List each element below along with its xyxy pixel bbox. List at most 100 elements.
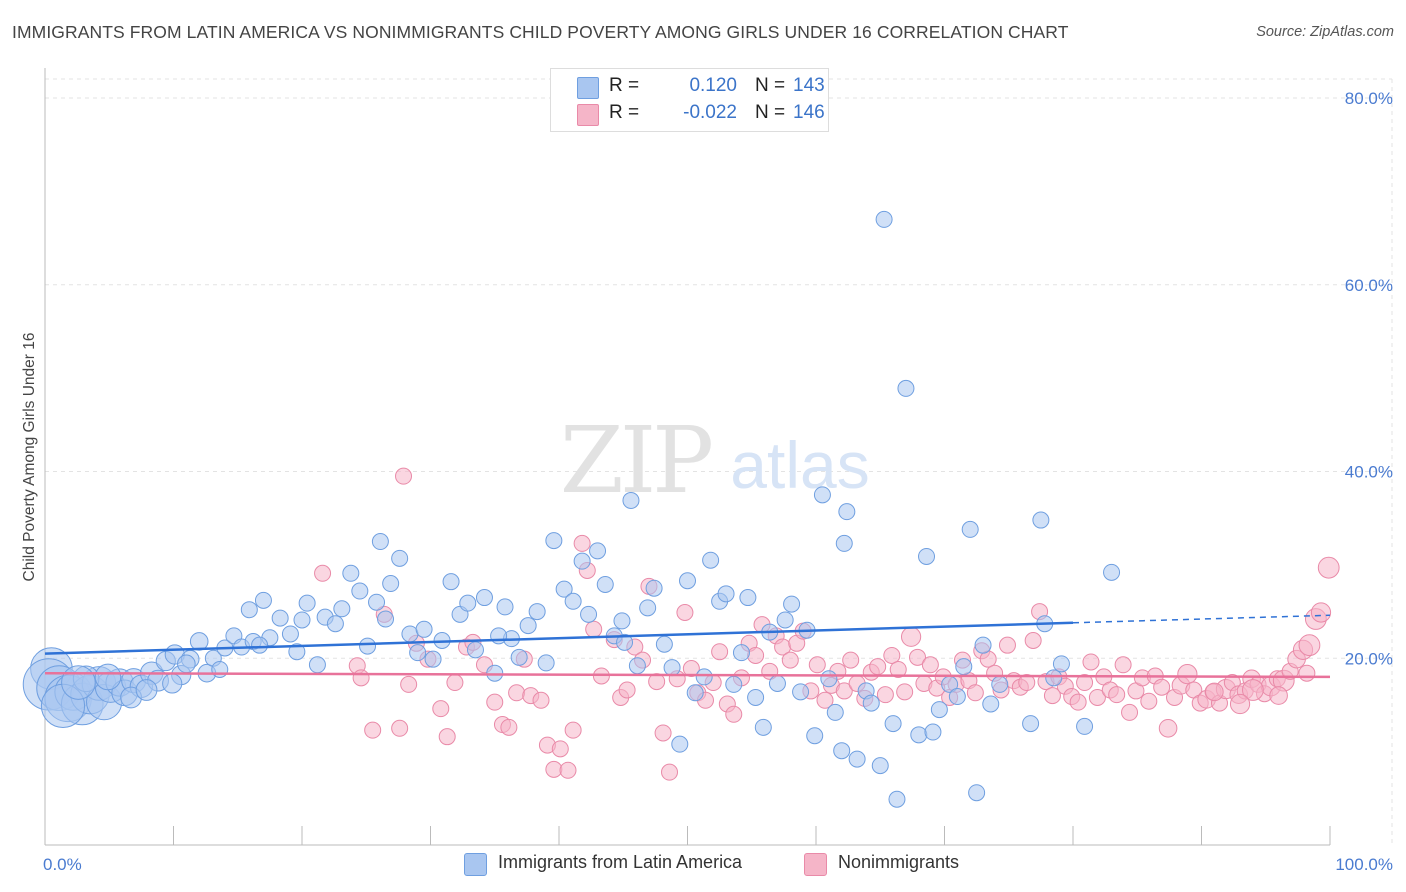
chart-title: IMMIGRANTS FROM LATIN AMERICA VS NONIMMI… (12, 22, 1069, 42)
data-point-immigrants (211, 660, 229, 678)
trend-line-nonimmigrants (44, 671, 1331, 679)
legend-r-value: -0.022 (683, 102, 737, 123)
data-point-immigrants (732, 644, 750, 662)
data-point-immigrants (616, 633, 634, 651)
data-point-nonimmigrants (400, 675, 418, 693)
data-point-immigrants (466, 641, 484, 659)
data-point-immigrants (768, 674, 786, 692)
data-point-nonimmigrants (869, 658, 887, 676)
data-point-immigrants (510, 648, 528, 666)
data-point-nonimmigrants (1069, 693, 1087, 711)
data-point-immigrants (725, 675, 743, 693)
data-point-immigrants (251, 636, 269, 654)
data-point-nonimmigrants (1298, 664, 1316, 682)
data-point-immigrants (288, 643, 306, 661)
series-nonimmigrants (314, 467, 1340, 781)
data-point-immigrants (1076, 717, 1094, 735)
data-point-nonimmigrants (808, 656, 826, 674)
trend-line-immigrants (44, 621, 1074, 655)
data-point-immigrants (580, 605, 598, 623)
grid (45, 78, 1393, 845)
data-point-nonimmigrants (1108, 686, 1126, 704)
data-point-immigrants (545, 532, 563, 550)
data-point-nonimmigrants (998, 636, 1016, 654)
data-point-nonimmigrants (395, 467, 413, 485)
legend-n-value: 143 (793, 75, 825, 96)
data-point-immigrants (377, 610, 395, 628)
legend-r-label: R = (609, 75, 640, 96)
data-point-immigrants (486, 664, 504, 682)
data-point-immigrants (359, 637, 377, 655)
data-point-nonimmigrants (1242, 679, 1264, 701)
data-point-nonimmigrants (648, 673, 666, 691)
data-point-immigrants (639, 599, 657, 617)
data-point-nonimmigrants (1269, 686, 1288, 705)
data-point-immigrants (848, 750, 866, 768)
data-point-immigrants (281, 625, 299, 643)
data-point-immigrants (326, 615, 344, 633)
data-point-immigrants (645, 579, 663, 597)
data-point-immigrants (754, 718, 772, 736)
y-tick-label: 80.0% (1345, 89, 1393, 108)
bottom-legend-label: Nonimmigrants (838, 852, 960, 872)
bottom-legend-swatch-pink (804, 853, 827, 876)
data-point-immigrants (918, 547, 936, 565)
data-point-nonimmigrants (1205, 682, 1224, 702)
data-point-immigrants (496, 598, 514, 616)
y-tick-label: 40.0% (1345, 463, 1393, 482)
data-point-immigrants (293, 611, 311, 629)
data-point-nonimmigrants (889, 660, 907, 678)
data-point-immigrants (1022, 715, 1040, 733)
data-point-nonimmigrants (966, 684, 984, 702)
data-point-immigrants (628, 657, 646, 675)
data-point-nonimmigrants (532, 691, 550, 709)
data-point-nonimmigrants (1121, 703, 1139, 721)
data-point-immigrants (961, 520, 979, 538)
legend-swatch-blue (577, 77, 599, 99)
bottom-legend-label: Immigrants from Latin America (498, 852, 743, 872)
legend-r-label: R = (609, 102, 640, 123)
data-point-immigrants (955, 658, 973, 676)
data-point-immigrants (776, 611, 794, 629)
data-point-nonimmigrants (1088, 688, 1106, 706)
x-tick-label: 100.0% (1335, 855, 1393, 874)
data-point-immigrants (162, 673, 183, 694)
data-point-immigrants (333, 600, 351, 618)
data-point-nonimmigrants (551, 740, 569, 758)
data-point-nonimmigrants (1114, 656, 1132, 674)
data-point-immigrants (555, 580, 573, 598)
data-point-immigrants (371, 533, 389, 551)
data-point-nonimmigrants (1076, 674, 1094, 692)
bottom-legend-swatch-blue (464, 853, 487, 876)
data-point-immigrants (528, 603, 546, 621)
data-point-immigrants (94, 663, 122, 691)
data-point-immigrants (717, 585, 735, 603)
data-point-immigrants (671, 735, 689, 753)
data-point-immigrants (826, 703, 844, 721)
data-point-immigrants (368, 593, 386, 611)
data-point-immigrants (702, 551, 720, 569)
legend: R = 0.120 N = 143 R = -0.022 N = 146 (550, 68, 829, 132)
data-point-nonimmigrants (1158, 718, 1178, 738)
data-point-immigrants (596, 575, 614, 593)
data-point-immigrants (974, 636, 992, 654)
data-point-nonimmigrants (559, 761, 577, 779)
data-point-nonimmigrants (747, 646, 765, 664)
data-point-immigrants (948, 688, 966, 706)
data-point-immigrants (655, 635, 673, 653)
data-point-nonimmigrants (1317, 556, 1340, 579)
data-point-immigrants (613, 612, 631, 630)
data-point-immigrants (308, 656, 326, 674)
data-point-immigrants (833, 742, 851, 760)
data-point-immigrants (564, 592, 582, 610)
data-point-nonimmigrants (486, 693, 504, 711)
data-point-nonimmigrants (816, 691, 834, 709)
data-point-immigrants (391, 549, 409, 567)
data-point-immigrants (982, 695, 1000, 713)
data-point-immigrants (409, 644, 427, 662)
data-point-immigrants (589, 542, 607, 560)
data-point-immigrants (871, 757, 889, 775)
data-point-immigrants (792, 683, 810, 701)
data-point-immigrants (924, 723, 942, 741)
data-point-immigrants (862, 694, 880, 712)
